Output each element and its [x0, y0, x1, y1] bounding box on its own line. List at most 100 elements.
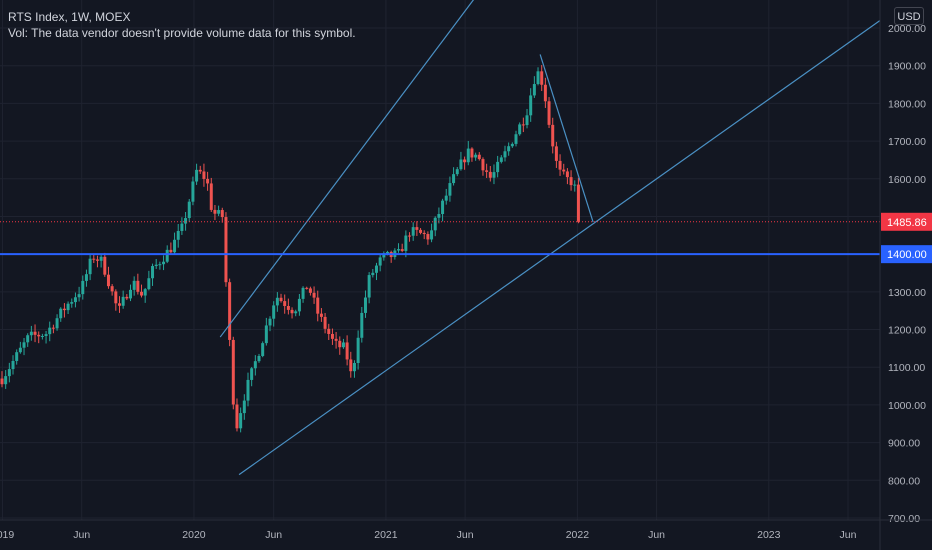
price-tick-label: 900.00: [888, 438, 920, 450]
candle-body: [220, 210, 224, 218]
candle-body: [547, 101, 551, 125]
candle-body: [345, 342, 349, 360]
candle-body: [15, 352, 19, 361]
candle-body: [235, 404, 239, 429]
candle-body: [0, 378, 4, 385]
candle-body: [73, 297, 77, 303]
candle-body: [242, 400, 246, 414]
time-tick-label: Jun: [265, 529, 282, 541]
candle-body: [224, 217, 228, 283]
candle-body: [95, 259, 99, 261]
candle-body: [206, 178, 210, 184]
candle-body: [349, 359, 353, 372]
candle-body: [275, 297, 279, 306]
candle-body: [158, 264, 162, 266]
candle-body: [231, 339, 235, 405]
candle-body: [536, 71, 540, 85]
candle-body: [386, 251, 390, 254]
candle-body: [316, 297, 320, 314]
candle-body: [374, 265, 378, 273]
candle-body: [518, 124, 522, 135]
candle-body: [132, 280, 136, 290]
candle-body: [297, 298, 301, 312]
candle-body: [529, 95, 533, 116]
candle-body: [7, 369, 11, 377]
currency-button[interactable]: USD: [894, 7, 924, 25]
price-tick-label: 1300.00: [888, 287, 926, 299]
candle-body: [198, 169, 202, 172]
candle-body: [162, 261, 166, 265]
candle-body: [565, 171, 569, 178]
candle-body: [507, 146, 511, 152]
candle-body: [154, 264, 158, 267]
candle-body: [228, 282, 232, 340]
candle-body: [554, 146, 558, 161]
candle-body: [341, 342, 345, 348]
level-price-tag-label: 1400.00: [887, 249, 927, 261]
candle-body: [176, 230, 180, 240]
time-tick-label: 2019: [0, 529, 14, 541]
candle-body: [294, 311, 298, 314]
candle-body: [129, 289, 133, 299]
candle-body: [363, 297, 367, 313]
time-tick-label: Jun: [457, 529, 474, 541]
candle-body: [103, 256, 107, 275]
candle-body: [492, 172, 496, 178]
candle-body: [503, 151, 507, 158]
candle-body: [477, 154, 481, 160]
candle-body: [92, 258, 96, 260]
candle-body: [481, 159, 485, 171]
trendline[interactable]: [238, 19, 881, 476]
last-price-tag: [881, 212, 932, 231]
candle-body: [415, 227, 419, 230]
candle-body: [40, 336, 44, 338]
candle-body: [253, 361, 257, 369]
candle-body: [543, 84, 547, 102]
candle-body: [404, 235, 408, 251]
candle-body: [55, 318, 59, 329]
candle-body: [510, 143, 514, 147]
candle-body: [213, 209, 217, 214]
candle-body: [257, 355, 261, 362]
trendline[interactable]: [539, 54, 594, 223]
time-tick-label: 2020: [182, 529, 206, 541]
candle-body: [301, 287, 305, 299]
candle-body: [22, 342, 26, 348]
grid: [0, 0, 880, 520]
price-tick-label: 1100.00: [888, 362, 925, 374]
candle-body: [143, 289, 147, 296]
price-tick-label: 700.00: [888, 513, 920, 525]
candle-body: [334, 338, 338, 341]
candle-body: [62, 308, 66, 311]
candle-body: [195, 169, 199, 182]
candle-body: [48, 327, 52, 335]
candle-body: [514, 134, 518, 144]
drawings: [0, 0, 881, 476]
candle-body: [121, 296, 125, 306]
candle-body: [283, 301, 287, 306]
candle-body: [184, 218, 188, 224]
candle-body: [29, 331, 33, 336]
candle-body: [286, 305, 290, 310]
candle-body: [532, 84, 536, 96]
candle-body: [180, 223, 184, 231]
trendline[interactable]: [219, 0, 577, 338]
candle-body: [18, 347, 22, 353]
candle-body: [305, 287, 309, 289]
candle-body: [452, 174, 456, 184]
candle-body: [558, 160, 562, 170]
candle-body: [66, 303, 70, 311]
candle-body: [88, 258, 92, 275]
candle-body: [463, 159, 467, 163]
candle-body: [521, 124, 525, 126]
candle-body: [217, 210, 221, 214]
candle-body: [430, 230, 434, 240]
candle-body: [327, 328, 331, 334]
candle-body: [4, 376, 8, 385]
candle-body: [312, 292, 316, 298]
candle-body: [499, 157, 503, 162]
symbol-title[interactable]: RTS Index, 1W, MOEX: [8, 10, 131, 24]
candle-body: [330, 333, 334, 339]
candle-body: [382, 253, 386, 258]
